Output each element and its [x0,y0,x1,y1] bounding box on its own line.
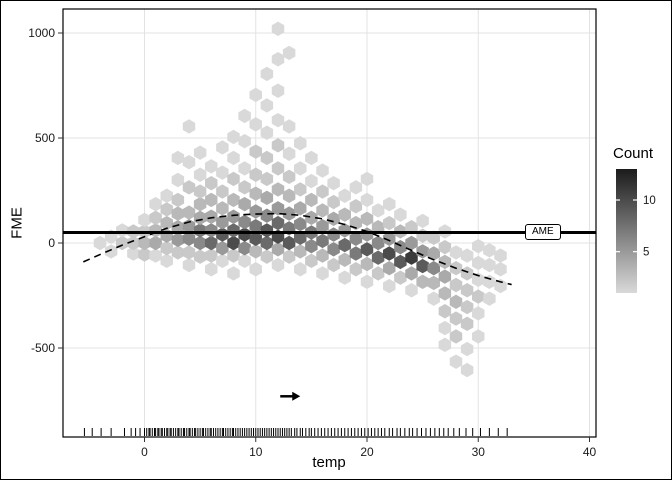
svg-text:10: 10 [249,445,263,459]
y-axis-title: FME [8,207,26,239]
svg-text:-500: -500 [31,341,55,355]
svg-text:500: 500 [35,131,55,145]
svg-text:10: 10 [643,195,656,207]
svg-text:30: 30 [472,445,486,459]
svg-text:20: 20 [360,445,374,459]
svg-text:40: 40 [583,445,597,459]
svg-text:0: 0 [48,236,55,250]
legend-title: Count [613,145,654,162]
ame-annotation-label: AME [525,224,561,240]
svg-text:0: 0 [141,445,148,459]
svg-text:1000: 1000 [28,26,55,40]
svg-text:5: 5 [643,247,649,259]
x-axis-title: temp [312,454,346,471]
